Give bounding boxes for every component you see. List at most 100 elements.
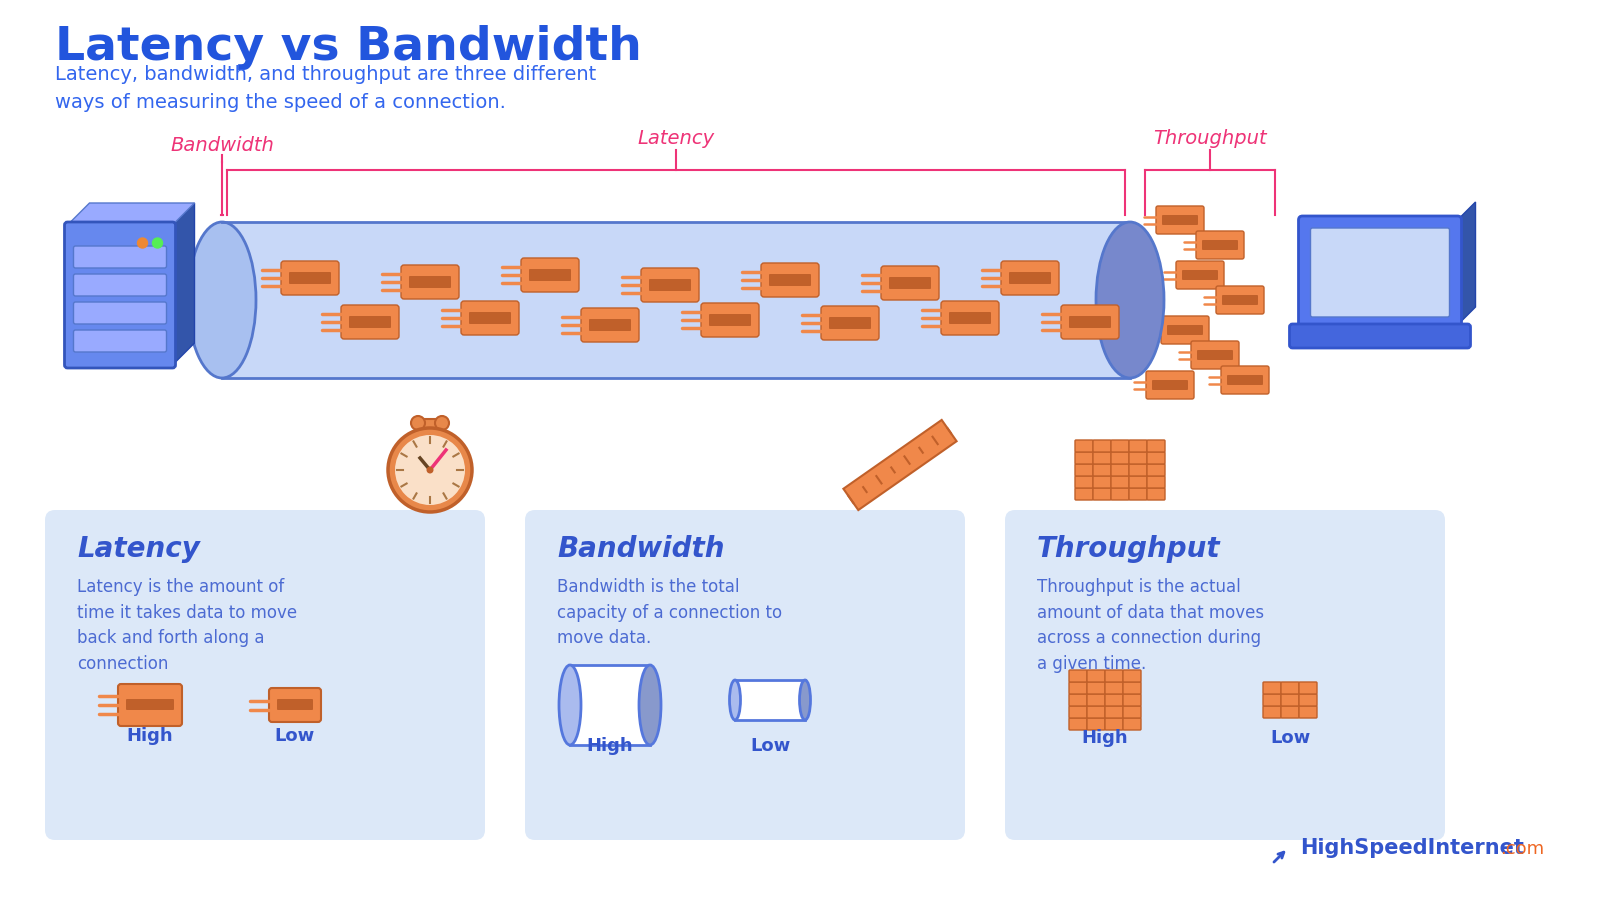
FancyBboxPatch shape (64, 222, 176, 368)
Text: Latency: Latency (77, 535, 200, 563)
FancyBboxPatch shape (1262, 694, 1282, 706)
Text: Latency: Latency (637, 129, 715, 148)
FancyBboxPatch shape (762, 263, 819, 297)
FancyBboxPatch shape (1222, 295, 1258, 305)
FancyBboxPatch shape (650, 279, 691, 291)
FancyBboxPatch shape (1227, 375, 1262, 385)
FancyBboxPatch shape (1069, 682, 1086, 694)
FancyBboxPatch shape (1075, 452, 1093, 464)
FancyBboxPatch shape (1262, 682, 1282, 694)
FancyBboxPatch shape (1166, 325, 1203, 335)
FancyBboxPatch shape (1130, 476, 1147, 488)
FancyBboxPatch shape (1093, 440, 1110, 452)
Text: Latency is the amount of
time it takes data to move
back and forth along a
conne: Latency is the amount of time it takes d… (77, 578, 298, 673)
Text: Throughput: Throughput (1154, 129, 1267, 148)
FancyBboxPatch shape (1106, 718, 1123, 730)
FancyBboxPatch shape (1182, 270, 1218, 280)
FancyBboxPatch shape (1086, 718, 1106, 730)
Text: Bandwidth: Bandwidth (557, 535, 725, 563)
FancyBboxPatch shape (1147, 488, 1165, 500)
FancyBboxPatch shape (949, 312, 990, 324)
Ellipse shape (1096, 222, 1165, 378)
FancyBboxPatch shape (589, 319, 630, 331)
FancyBboxPatch shape (469, 312, 510, 324)
FancyBboxPatch shape (581, 308, 638, 342)
FancyBboxPatch shape (74, 302, 166, 324)
FancyBboxPatch shape (290, 272, 331, 284)
Polygon shape (734, 680, 805, 720)
Text: Low: Low (275, 727, 315, 745)
Polygon shape (222, 222, 1130, 378)
FancyBboxPatch shape (821, 306, 878, 340)
FancyBboxPatch shape (1310, 228, 1450, 317)
Text: Bandwidth: Bandwidth (170, 136, 274, 155)
Polygon shape (1458, 202, 1475, 325)
FancyBboxPatch shape (1299, 216, 1461, 329)
FancyBboxPatch shape (1290, 324, 1470, 348)
FancyBboxPatch shape (1130, 440, 1147, 452)
FancyBboxPatch shape (1110, 476, 1130, 488)
FancyBboxPatch shape (770, 274, 811, 286)
FancyBboxPatch shape (461, 301, 518, 335)
FancyBboxPatch shape (74, 246, 166, 268)
FancyBboxPatch shape (277, 699, 314, 710)
FancyBboxPatch shape (1130, 464, 1147, 476)
FancyBboxPatch shape (890, 277, 931, 289)
FancyBboxPatch shape (1106, 670, 1123, 682)
FancyBboxPatch shape (1299, 706, 1317, 718)
FancyBboxPatch shape (1002, 261, 1059, 295)
FancyBboxPatch shape (1147, 440, 1165, 452)
Polygon shape (843, 420, 957, 510)
Circle shape (152, 238, 163, 248)
FancyBboxPatch shape (74, 330, 166, 352)
FancyBboxPatch shape (126, 699, 174, 710)
FancyBboxPatch shape (1130, 452, 1147, 464)
FancyBboxPatch shape (1069, 670, 1086, 682)
Text: High: High (126, 727, 173, 745)
Circle shape (435, 416, 450, 430)
FancyBboxPatch shape (1093, 452, 1110, 464)
FancyBboxPatch shape (1069, 694, 1086, 706)
FancyBboxPatch shape (530, 269, 571, 281)
Circle shape (427, 466, 434, 473)
FancyBboxPatch shape (709, 314, 750, 326)
FancyBboxPatch shape (1262, 706, 1282, 718)
FancyBboxPatch shape (1123, 682, 1141, 694)
FancyBboxPatch shape (1282, 706, 1299, 718)
Polygon shape (173, 203, 195, 365)
Text: High: High (1082, 729, 1128, 747)
FancyBboxPatch shape (522, 258, 579, 292)
FancyBboxPatch shape (941, 301, 998, 335)
Text: Low: Low (1270, 729, 1310, 747)
Text: Bandwidth is the total
capacity of a connection to
move data.: Bandwidth is the total capacity of a con… (557, 578, 782, 647)
FancyBboxPatch shape (1086, 670, 1106, 682)
FancyBboxPatch shape (1106, 694, 1123, 706)
FancyBboxPatch shape (1162, 215, 1198, 225)
Ellipse shape (558, 665, 581, 745)
FancyBboxPatch shape (1282, 694, 1299, 706)
Circle shape (411, 416, 426, 430)
FancyBboxPatch shape (1130, 488, 1147, 500)
FancyBboxPatch shape (1069, 316, 1110, 328)
FancyBboxPatch shape (1093, 476, 1110, 488)
FancyBboxPatch shape (1146, 371, 1194, 399)
FancyBboxPatch shape (1202, 240, 1238, 250)
FancyBboxPatch shape (1147, 464, 1165, 476)
FancyBboxPatch shape (1110, 440, 1130, 452)
Ellipse shape (189, 222, 256, 378)
Text: Throughput: Throughput (1037, 535, 1221, 563)
FancyBboxPatch shape (118, 684, 182, 726)
FancyBboxPatch shape (1176, 261, 1224, 289)
FancyBboxPatch shape (1147, 476, 1165, 488)
FancyBboxPatch shape (1123, 718, 1141, 730)
FancyBboxPatch shape (1086, 706, 1106, 718)
Text: Latency, bandwidth, and throughput are three different
ways of measuring the spe: Latency, bandwidth, and throughput are t… (54, 65, 597, 112)
FancyBboxPatch shape (341, 305, 398, 339)
FancyBboxPatch shape (269, 688, 322, 722)
FancyBboxPatch shape (1010, 272, 1051, 284)
FancyBboxPatch shape (410, 276, 451, 288)
Polygon shape (570, 665, 650, 745)
FancyBboxPatch shape (1075, 440, 1093, 452)
FancyBboxPatch shape (1106, 682, 1123, 694)
FancyBboxPatch shape (1086, 694, 1106, 706)
